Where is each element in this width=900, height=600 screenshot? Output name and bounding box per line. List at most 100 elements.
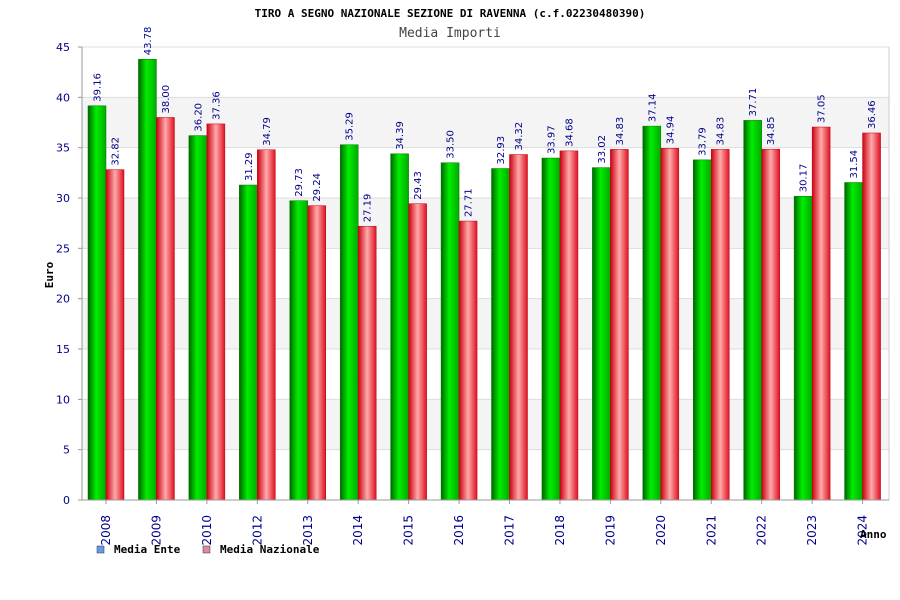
bar-media-ente-2021 bbox=[693, 159, 712, 501]
legend-label-media-nazionale: Media Nazionale bbox=[220, 543, 320, 556]
bar-media-nazionale-2022 bbox=[761, 148, 780, 501]
bar-media-ente-2012 bbox=[239, 184, 258, 501]
bar-media-ente-2017 bbox=[491, 168, 510, 501]
bar-media-nazionale-2021 bbox=[711, 149, 730, 501]
bar-media-ente-2010 bbox=[188, 135, 208, 501]
x-axis: 2008 2009 2010 2012 2013 2014 2015 2016 2017 2018… bbox=[82, 499, 889, 546]
legend-label-media-ente: Media Ente bbox=[114, 543, 181, 556]
bars bbox=[87, 59, 881, 501]
data-label-media-ente-2017: 32.93 bbox=[496, 136, 507, 165]
data-label-media-nazionale-2012: 34.79 bbox=[262, 117, 273, 146]
bar-media-nazionale-2009 bbox=[156, 117, 175, 501]
data-label-media-ente-2013: 29.73 bbox=[294, 168, 305, 197]
x-tick-label-2020: 2020 bbox=[654, 515, 668, 546]
y-tick-label: 25 bbox=[56, 242, 70, 255]
data-label-media-ente-2015: 34.39 bbox=[395, 121, 406, 150]
bar-media-ente-2020 bbox=[642, 125, 662, 501]
x-tick-label-2014: 2014 bbox=[351, 515, 365, 546]
y-tick-label: 40 bbox=[56, 91, 70, 104]
y-axis: 0 5 10 15 20 25 30 35 40 45 bbox=[56, 41, 890, 507]
y-tick-label: 15 bbox=[56, 343, 70, 356]
x-tick-label-2016: 2016 bbox=[452, 515, 466, 546]
bar-media-nazionale-2013 bbox=[307, 205, 326, 501]
data-label-media-nazionale-2024: 36.46 bbox=[867, 100, 878, 129]
bar-media-nazionale-2019 bbox=[610, 149, 629, 501]
chart-title: TIRO A SEGNO NAZIONALE SEZIONE DI RAVENN… bbox=[255, 7, 646, 20]
bar-media-nazionale-2023 bbox=[811, 126, 831, 501]
data-label-media-ente-2016: 33.50 bbox=[446, 130, 457, 159]
data-label-media-ente-2009: 43.78 bbox=[143, 27, 154, 56]
data-label-media-nazionale-2020: 34.94 bbox=[665, 116, 676, 145]
data-label-media-ente-2019: 33.02 bbox=[597, 135, 608, 164]
x-tick-label-2022: 2022 bbox=[755, 515, 769, 546]
bar-media-ente-2016 bbox=[440, 162, 460, 501]
x-tick-label-2024: 2024 bbox=[856, 515, 870, 546]
bar-media-ente-2014 bbox=[339, 144, 359, 501]
y-tick-label: 35 bbox=[56, 142, 70, 155]
bar-media-nazionale-2024 bbox=[862, 132, 881, 501]
x-tick-label-2023: 2023 bbox=[805, 515, 819, 546]
y-tick-label: 45 bbox=[56, 41, 70, 54]
bar-media-ente-2015 bbox=[390, 153, 409, 501]
y-tick-label: 30 bbox=[56, 192, 70, 205]
y-axis-label: Euro bbox=[43, 261, 56, 288]
chart-subtitle: Media Importi bbox=[399, 26, 501, 41]
x-tick-label-2012: 2012 bbox=[250, 515, 264, 546]
data-label-media-nazionale-2019: 34.83 bbox=[615, 117, 626, 146]
y-tick-label: 0 bbox=[63, 494, 70, 507]
legend: Media Ente Media Nazionale bbox=[96, 543, 320, 556]
bar-media-nazionale-2018 bbox=[559, 150, 579, 501]
data-label-media-nazionale-2014: 27.19 bbox=[363, 194, 374, 223]
data-label-media-nazionale-2018: 34.68 bbox=[564, 118, 575, 147]
bar-media-ente-2022 bbox=[743, 120, 762, 501]
data-label-media-nazionale-2010: 37.36 bbox=[211, 91, 222, 120]
data-label-media-ente-2021: 33.79 bbox=[698, 127, 709, 156]
y-tick-label: 20 bbox=[56, 293, 70, 306]
data-label-media-ente-2020: 37.14 bbox=[647, 93, 658, 122]
bar-media-ente-2009 bbox=[138, 59, 157, 501]
data-label-media-nazionale-2023: 37.05 bbox=[817, 94, 828, 123]
data-label-media-ente-2014: 35.29 bbox=[345, 112, 356, 141]
x-tick-label-2018: 2018 bbox=[553, 515, 567, 546]
x-axis-label: Anno bbox=[860, 528, 887, 541]
legend-swatch-media-ente bbox=[96, 545, 105, 554]
bar-media-nazionale-2008 bbox=[105, 169, 125, 501]
data-label-media-ente-2024: 31.54 bbox=[849, 150, 860, 179]
x-tick-label-2021: 2021 bbox=[704, 515, 718, 546]
x-tick-label-2010: 2010 bbox=[200, 515, 214, 546]
y-tick-label: 5 bbox=[63, 444, 70, 457]
data-label-media-nazionale-2013: 29.24 bbox=[312, 173, 323, 202]
grid-band bbox=[82, 47, 889, 98]
data-label-media-nazionale-2016: 27.71 bbox=[464, 188, 475, 217]
bar-media-nazionale-2014 bbox=[357, 226, 377, 501]
bar-media-nazionale-2020 bbox=[660, 148, 680, 501]
bar-media-ente-2008 bbox=[87, 105, 107, 501]
bar-media-nazionale-2017 bbox=[509, 154, 528, 501]
bar-media-ente-2023 bbox=[793, 196, 813, 501]
bar-media-ente-2019 bbox=[592, 167, 611, 501]
bar-media-nazionale-2012 bbox=[257, 149, 276, 501]
data-labels: 39.16 32.82 43.78 38.00 36.20 37.36 31.29 34.79… bbox=[93, 27, 879, 223]
data-label-media-ente-2008: 39.16 bbox=[93, 73, 104, 102]
x-tick-label-2009: 2009 bbox=[149, 515, 163, 546]
data-label-media-nazionale-2021: 34.83 bbox=[716, 117, 727, 146]
bar-media-ente-2024 bbox=[844, 182, 863, 501]
data-label-media-ente-2010: 36.20 bbox=[193, 103, 204, 132]
data-label-media-nazionale-2015: 29.43 bbox=[413, 171, 424, 200]
data-label-media-nazionale-2017: 34.32 bbox=[514, 122, 525, 151]
x-tick-label-2019: 2019 bbox=[603, 515, 617, 546]
data-label-media-nazionale-2008: 32.82 bbox=[111, 137, 122, 166]
data-label-media-ente-2022: 37.71 bbox=[748, 88, 759, 117]
data-label-media-ente-2018: 33.97 bbox=[546, 125, 557, 154]
data-label-media-ente-2023: 30.17 bbox=[799, 164, 810, 193]
bar-media-ente-2018 bbox=[541, 157, 561, 501]
y-tick-label: 10 bbox=[56, 393, 70, 406]
x-tick-label-2013: 2013 bbox=[301, 515, 315, 546]
legend-swatch-media-nazionale bbox=[202, 545, 211, 554]
x-tick-label-2015: 2015 bbox=[402, 515, 416, 546]
data-label-media-ente-2012: 31.29 bbox=[244, 152, 255, 181]
x-tick-label-2017: 2017 bbox=[503, 515, 517, 546]
data-label-media-nazionale-2022: 34.85 bbox=[766, 117, 777, 146]
data-label-media-nazionale-2009: 38.00 bbox=[161, 85, 172, 114]
